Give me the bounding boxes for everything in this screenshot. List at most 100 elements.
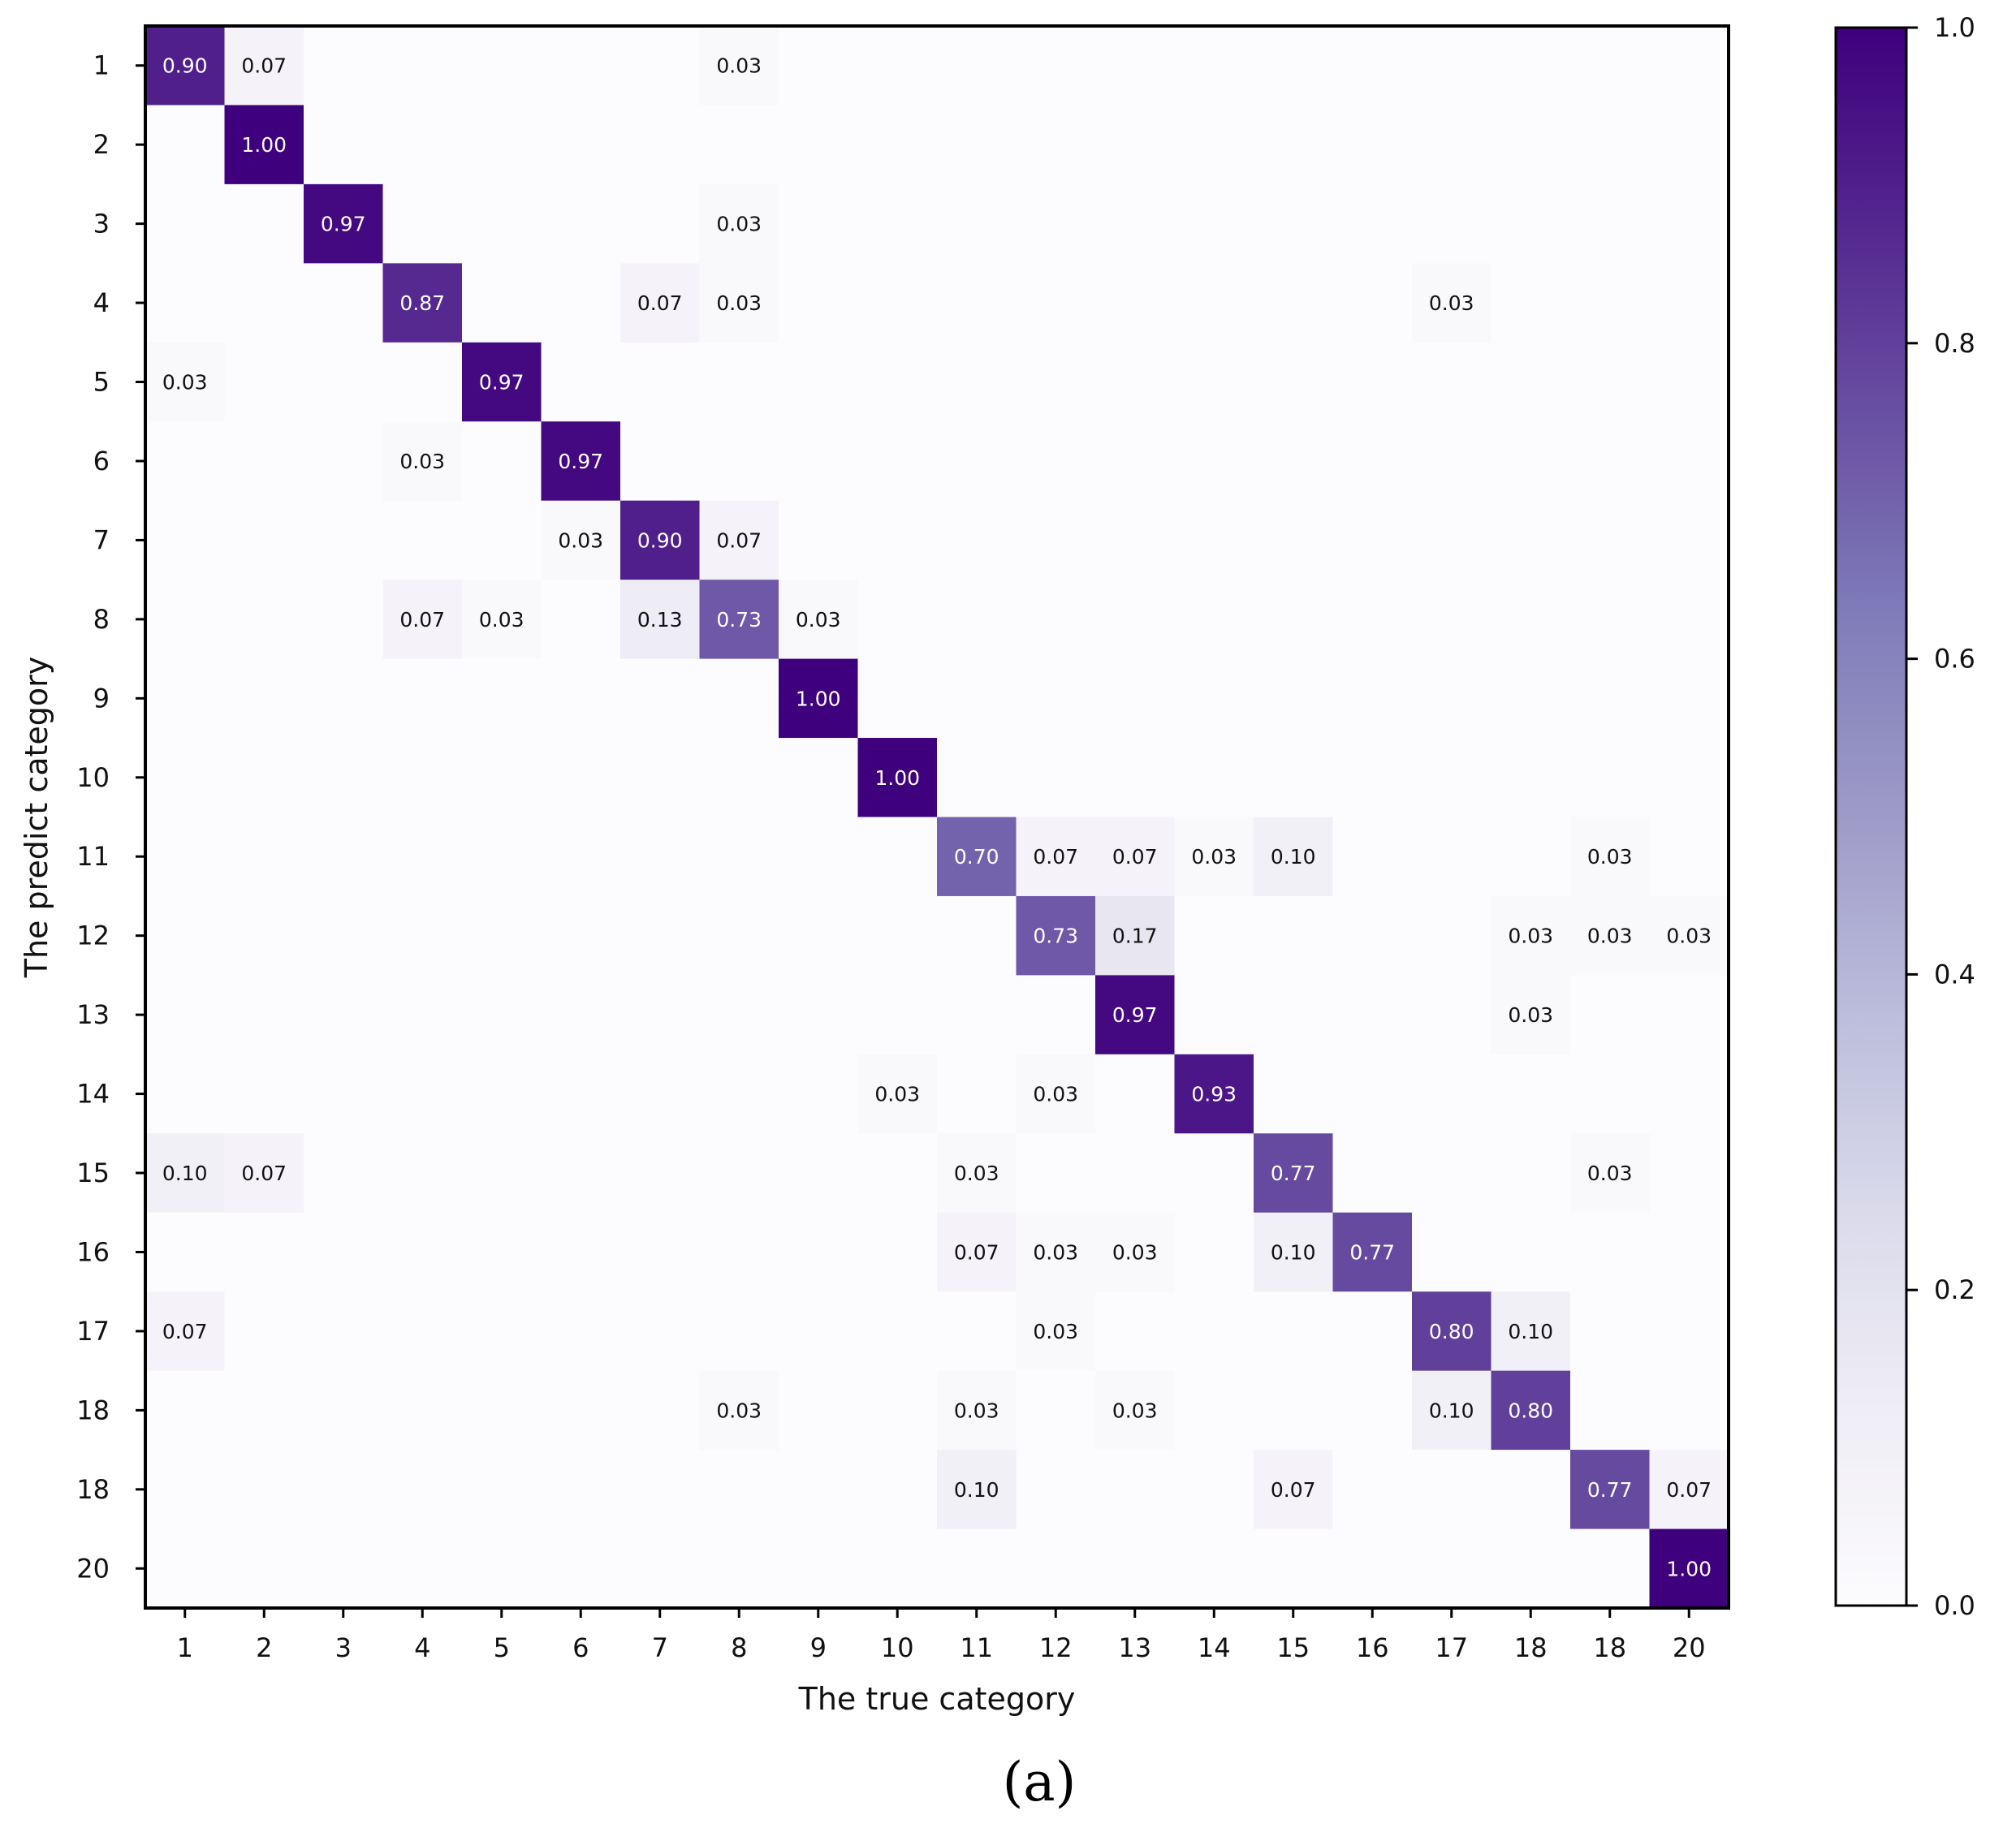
heatmap-cell	[1174, 421, 1254, 502]
colorbar-tick-label: 0.2	[1934, 1274, 1975, 1305]
colorbar-tick-label: 1.0	[1934, 12, 1975, 43]
heatmap-cell	[304, 895, 384, 976]
heatmap-cell	[620, 183, 701, 264]
heatmap-cell	[1412, 1212, 1492, 1292]
heatmap-cell	[699, 1528, 779, 1609]
heatmap-cell	[1174, 895, 1254, 976]
heatmap-cell	[224, 1212, 304, 1292]
y-tick-label: 11	[76, 841, 110, 872]
heatmap-cell	[937, 263, 1017, 343]
heatmap-cell	[1174, 1450, 1254, 1530]
heatmap-cell	[1332, 658, 1413, 739]
heatmap-cell	[1095, 975, 1176, 1055]
cell-value-label: 0.10	[1429, 1399, 1474, 1422]
heatmap-cell	[857, 1450, 938, 1530]
heatmap-cell	[462, 183, 542, 264]
colorbar	[1834, 26, 1908, 1607]
heatmap-cell	[541, 263, 621, 343]
heatmap-cell	[1412, 1528, 1492, 1609]
heatmap-cell	[541, 26, 621, 106]
cell-value-label: 0.03	[479, 608, 525, 632]
heatmap-cell	[1412, 975, 1492, 1055]
heatmap-cell	[620, 1370, 701, 1451]
heatmap-cell	[620, 975, 701, 1055]
heatmap-cell	[1332, 1212, 1413, 1292]
heatmap-cell	[145, 1528, 226, 1609]
heatmap-cell	[304, 738, 384, 818]
x-tick-label: 10	[881, 1632, 914, 1663]
heatmap-cell	[620, 421, 701, 502]
y-tick-label: 12	[76, 920, 110, 951]
heatmap-cell	[1649, 421, 1729, 502]
cell-value-label: 0.03	[1508, 1003, 1553, 1027]
heatmap-cell	[937, 26, 1017, 106]
heatmap-cell	[1570, 738, 1651, 818]
heatmap-cell	[382, 580, 463, 660]
heatmap-cell	[1570, 263, 1651, 343]
cell-value-label: 0.07	[162, 1320, 208, 1343]
heatmap-cell	[1254, 421, 1334, 502]
x-tick-label: 17	[1435, 1632, 1468, 1663]
heatmap-cell	[857, 1054, 938, 1134]
heatmap-cell	[1491, 183, 1571, 264]
heatmap-cell	[462, 817, 542, 897]
cell-value-label: 0.03	[399, 450, 445, 473]
heatmap-cell	[779, 1370, 859, 1451]
heatmap-cell	[1095, 183, 1176, 264]
cell-value-label: 0.03	[716, 213, 762, 236]
heatmap-cell	[699, 738, 779, 818]
cell-value-label: 0.17	[1112, 925, 1158, 948]
heatmap-cell	[620, 1291, 701, 1372]
heatmap-cell	[382, 26, 463, 106]
heatmap-cell	[857, 183, 938, 264]
heatmap-cell	[145, 580, 226, 660]
heatmap-cell	[1412, 658, 1492, 739]
cell-value-label: 0.03	[1508, 925, 1553, 948]
cell-value-label: 0.07	[1666, 1478, 1712, 1502]
heatmap-cell	[937, 1528, 1017, 1609]
heatmap-cell	[541, 183, 621, 264]
heatmap-cell	[1095, 421, 1176, 502]
heatmap-cell	[1332, 183, 1413, 264]
heatmap-cell	[937, 421, 1017, 502]
cell-value-label: 0.03	[1587, 1162, 1633, 1185]
heatmap-cell	[699, 421, 779, 502]
heatmap-cell	[1016, 183, 1096, 264]
heatmap-cell	[541, 580, 621, 660]
heatmap-cell	[937, 738, 1017, 818]
heatmap-cell	[1254, 738, 1334, 818]
heatmap-cell	[620, 658, 701, 739]
heatmap-cell	[224, 738, 304, 818]
heatmap-cell	[1491, 580, 1571, 660]
heatmap-cell	[462, 26, 542, 106]
heatmap-cell	[1095, 580, 1176, 660]
heatmap-cell	[224, 1291, 304, 1372]
heatmap-cell	[1174, 1133, 1254, 1214]
y-tick-label: 20	[76, 1553, 110, 1584]
heatmap-cell	[1095, 342, 1176, 422]
heatmap-cell	[779, 1133, 859, 1214]
heatmap-cell	[145, 500, 226, 580]
heatmap-cell	[462, 895, 542, 976]
heatmap-cell	[1412, 817, 1492, 897]
heatmap-cell	[699, 1212, 779, 1292]
cell-value-label: 0.03	[716, 291, 762, 315]
heatmap-cell	[1254, 1212, 1334, 1292]
heatmap-cell	[1649, 26, 1729, 106]
cell-value-label: 0.10	[162, 1162, 208, 1185]
heatmap-cell	[304, 1212, 384, 1292]
heatmap-cell	[1412, 895, 1492, 976]
heatmap-cell	[541, 500, 621, 580]
heatmap-cell	[1491, 26, 1571, 106]
heatmap-cell	[1254, 817, 1334, 897]
heatmap-cell	[1016, 1370, 1096, 1451]
heatmap-cell	[224, 342, 304, 422]
colorbar-tick-label: 0.0	[1934, 1590, 1975, 1621]
heatmap-cell	[699, 817, 779, 897]
heatmap-cell	[462, 105, 542, 185]
heatmap-cell	[224, 895, 304, 976]
heatmap-cell	[857, 1370, 938, 1451]
heatmap-cell	[304, 1528, 384, 1609]
y-tick-label: 16	[76, 1236, 110, 1267]
heatmap-cell	[1332, 895, 1413, 976]
